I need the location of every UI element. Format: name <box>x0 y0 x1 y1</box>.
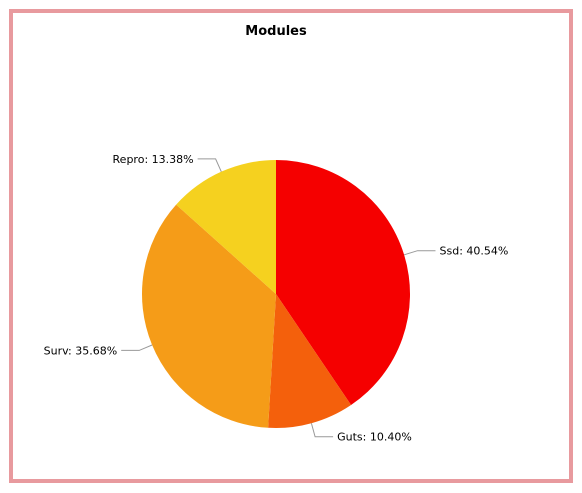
leader-line-surv <box>121 344 153 351</box>
leader-lines <box>121 158 436 438</box>
slice-label-repro: Repro: 13.38% <box>113 153 194 166</box>
chart-title: Modules <box>245 24 307 39</box>
slice-label-guts: Guts: 10.40% <box>337 431 412 444</box>
slice-label-ssd: Ssd: 40.54% <box>440 245 509 258</box>
slice-labels: Ssd: 40.54% Guts: 10.40% Surv: 35.68% Repro… <box>44 153 509 444</box>
leader-line-guts <box>310 423 334 438</box>
pie-slices <box>142 160 411 429</box>
pie-slice-ssd[interactable] <box>276 160 411 406</box>
pie-slice-repro[interactable] <box>176 160 276 294</box>
pie-slice-guts[interactable] <box>268 294 352 429</box>
leader-line-ssd <box>403 250 436 256</box>
pie-slice-surv[interactable] <box>142 204 276 428</box>
slice-label-surv: Surv: 35.68% <box>44 344 118 357</box>
leader-line-repro <box>197 158 222 172</box>
